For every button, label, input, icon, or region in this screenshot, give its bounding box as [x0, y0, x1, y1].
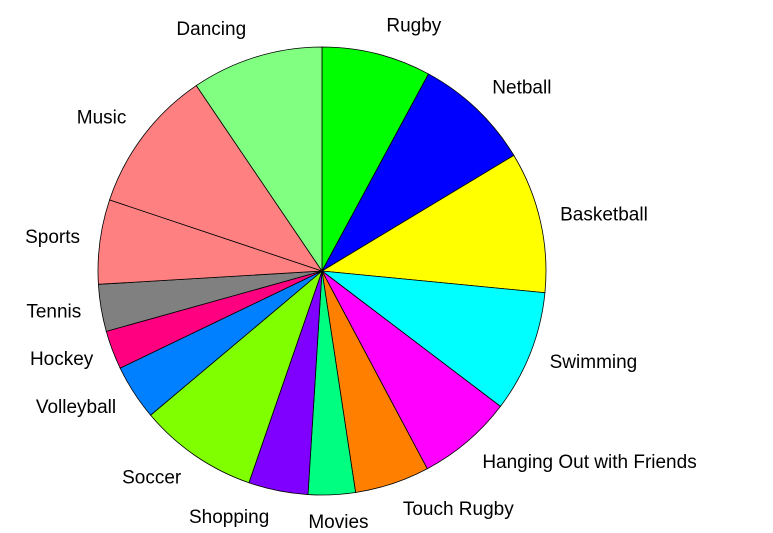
slice-label: Soccer: [122, 468, 182, 489]
slice-label: Volleyball: [36, 397, 116, 418]
slice-label: Netball: [492, 78, 551, 99]
slice-label: Tennis: [26, 302, 81, 323]
slice-label: Rugby: [386, 16, 441, 37]
pie-slice: [321, 46, 430, 272]
pie-slice: [320, 154, 547, 294]
slice-label: Swimming: [550, 352, 638, 373]
slice-label: Music: [77, 108, 127, 129]
slice-label: Hanging Out with Friends: [482, 452, 696, 473]
pie-slice: [320, 73, 515, 273]
pie-slice: [320, 270, 546, 407]
slice-label: Shopping: [189, 507, 269, 528]
pie-slice: [149, 269, 323, 484]
slice-label: Hockey: [30, 349, 94, 370]
pie-slice: [109, 85, 323, 272]
pie-slice: [195, 46, 323, 273]
slice-label: Movies: [308, 512, 368, 533]
slice-label: Basketball: [560, 204, 648, 225]
slice-label: Dancing: [176, 19, 246, 40]
slice-label: Touch Rugby: [403, 499, 514, 520]
slice-label: Sports: [25, 227, 80, 248]
